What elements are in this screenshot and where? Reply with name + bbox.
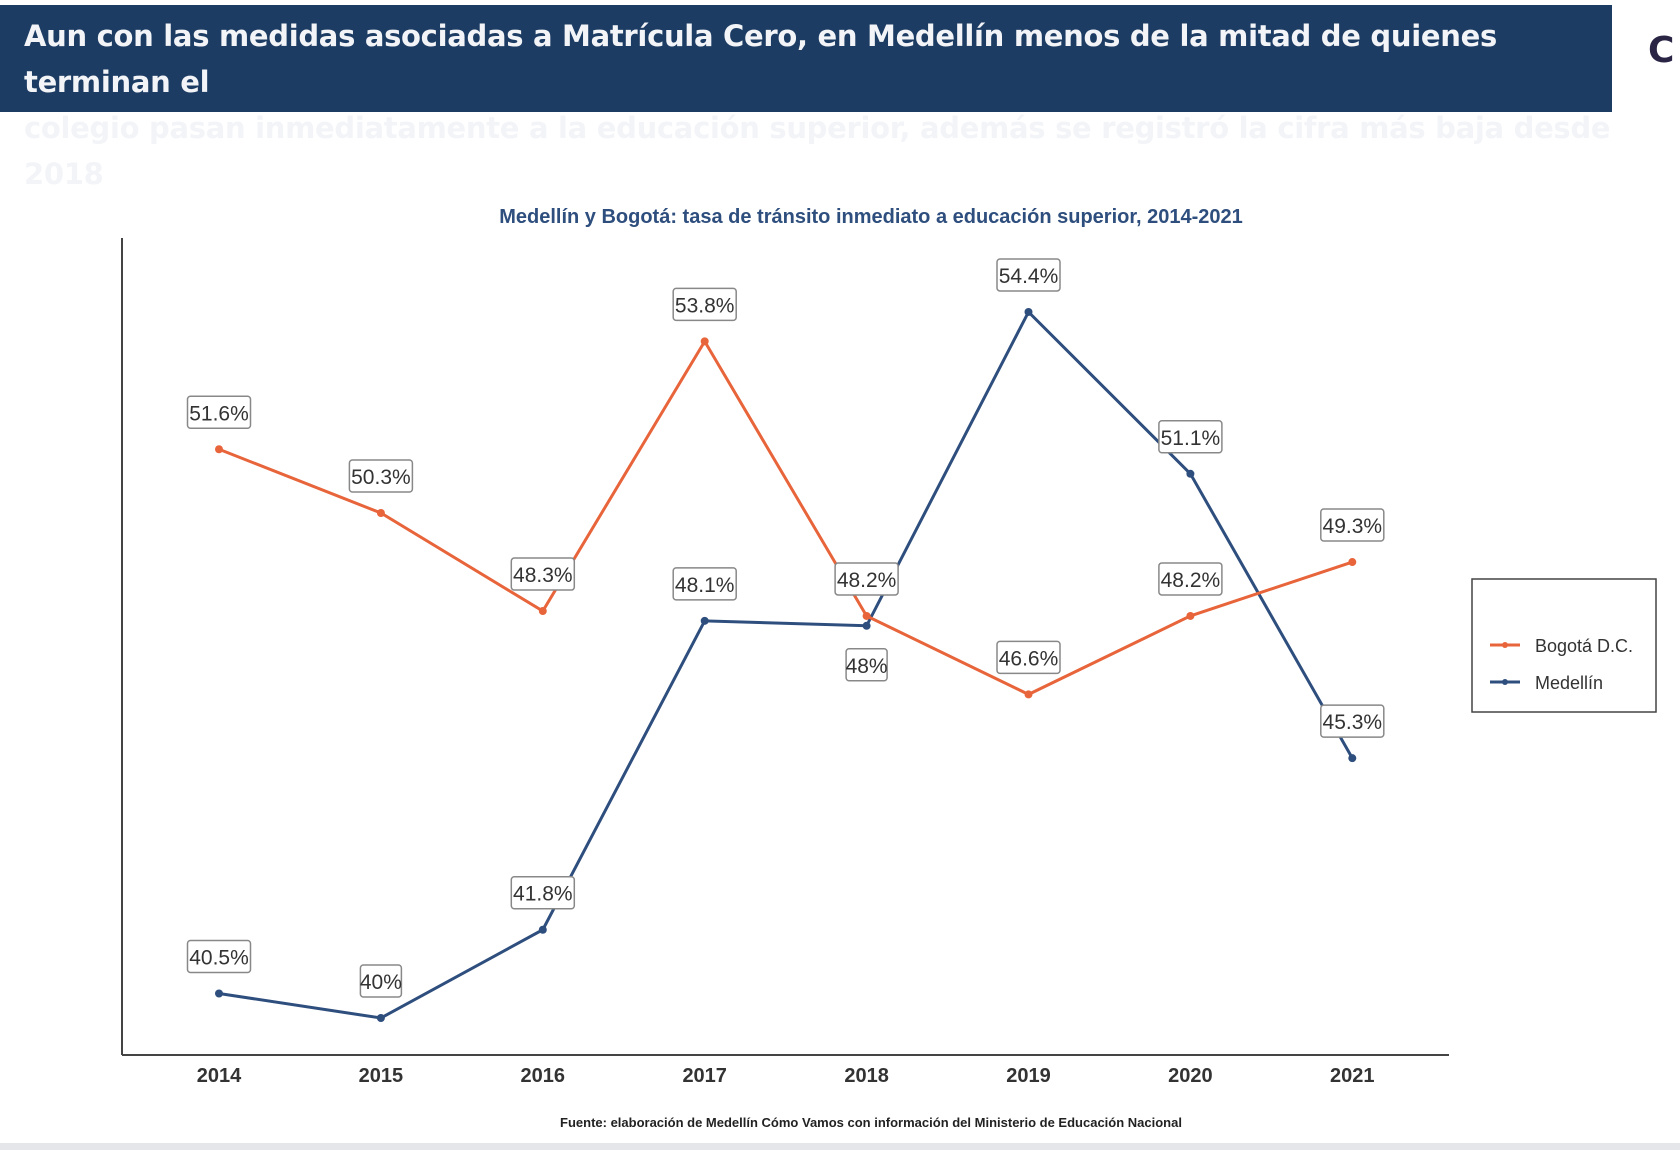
data-point xyxy=(862,611,871,620)
data-point xyxy=(376,1014,385,1022)
headline-line-2: colegio pasan inmediatamente a la educac… xyxy=(24,111,1611,191)
data-label: 48.3% xyxy=(513,564,573,587)
x-tick-label: 2015 xyxy=(359,1065,404,1087)
data-point xyxy=(1186,469,1195,478)
data-point xyxy=(215,445,223,454)
data-label-box xyxy=(996,640,1061,675)
data-label-box xyxy=(672,287,737,322)
data-point xyxy=(700,616,709,625)
data-point xyxy=(1348,558,1357,567)
x-tick-label: 2018 xyxy=(844,1065,889,1087)
data-label: 48.1% xyxy=(675,574,735,597)
data-point xyxy=(1348,754,1357,763)
data-label-box xyxy=(834,562,899,596)
data-point xyxy=(700,337,709,346)
data-label-box xyxy=(845,648,888,682)
data-label: 54.4% xyxy=(999,265,1059,288)
data-label-box xyxy=(359,964,403,998)
data-label: 40.5% xyxy=(189,946,249,969)
data-label: 48.2% xyxy=(837,569,897,592)
data-label: 53.8% xyxy=(675,294,735,317)
source-note: Fuente: elaboración de Medellín Cómo Vam… xyxy=(560,1115,1182,1130)
data-point xyxy=(538,607,547,616)
data-label-box xyxy=(186,395,252,430)
data-label: 51.1% xyxy=(1161,427,1221,450)
data-label: 51.6% xyxy=(189,402,249,425)
data-point xyxy=(1186,611,1195,620)
legend-label-bogota: Bogotá D.C. xyxy=(1535,636,1633,656)
x-tick-label: 2014 xyxy=(197,1065,242,1087)
headline-banner: Aun con las medidas asociadas a Matrícul… xyxy=(0,5,1612,191)
data-point xyxy=(376,508,385,517)
x-tick-label: 2020 xyxy=(1168,1065,1213,1087)
data-label-box xyxy=(510,875,576,910)
chart-title: Medellín y Bogotá: tasa de tránsito inme… xyxy=(499,206,1243,228)
bottom-bar xyxy=(0,1143,1680,1150)
data-label-box xyxy=(672,567,737,601)
data-label: 48.2% xyxy=(1161,569,1221,592)
data-point xyxy=(538,925,547,934)
data-label: 46.6% xyxy=(999,647,1059,670)
data-label: 50.3% xyxy=(351,466,411,489)
data-label-box xyxy=(1320,704,1385,738)
series-line-medellin xyxy=(218,309,1354,1020)
data-label: 41.8% xyxy=(513,883,573,906)
data-label: 40% xyxy=(360,971,402,994)
legend-label-medellin: Medellín xyxy=(1535,673,1603,693)
data-label-box xyxy=(348,459,414,493)
headline-line-1: Aun con las medidas asociadas a Matrícul… xyxy=(24,19,1497,99)
data-point xyxy=(862,621,871,630)
data-label: 48% xyxy=(846,655,888,678)
data-point xyxy=(1024,307,1033,316)
data-label-box xyxy=(1320,508,1385,542)
data-point xyxy=(1024,690,1033,699)
x-tick-label: 2017 xyxy=(682,1065,727,1087)
data-label-box xyxy=(186,939,252,974)
x-tick-label: 2019 xyxy=(1006,1065,1051,1087)
x-tick-label: 2016 xyxy=(521,1065,566,1087)
logo: C xyxy=(1648,30,1675,71)
data-point xyxy=(215,989,223,998)
data-label-box xyxy=(1158,420,1223,454)
data-label-box xyxy=(1158,562,1223,596)
legend: Bogotá D.C. Medellín xyxy=(1471,578,1657,713)
x-tick-label: 2021 xyxy=(1330,1065,1375,1087)
data-label: 45.3% xyxy=(1323,711,1383,734)
data-label: 49.3% xyxy=(1323,515,1383,538)
data-label-box xyxy=(996,258,1061,292)
series-line-bogota xyxy=(218,338,1353,697)
data-label-box xyxy=(510,557,576,591)
